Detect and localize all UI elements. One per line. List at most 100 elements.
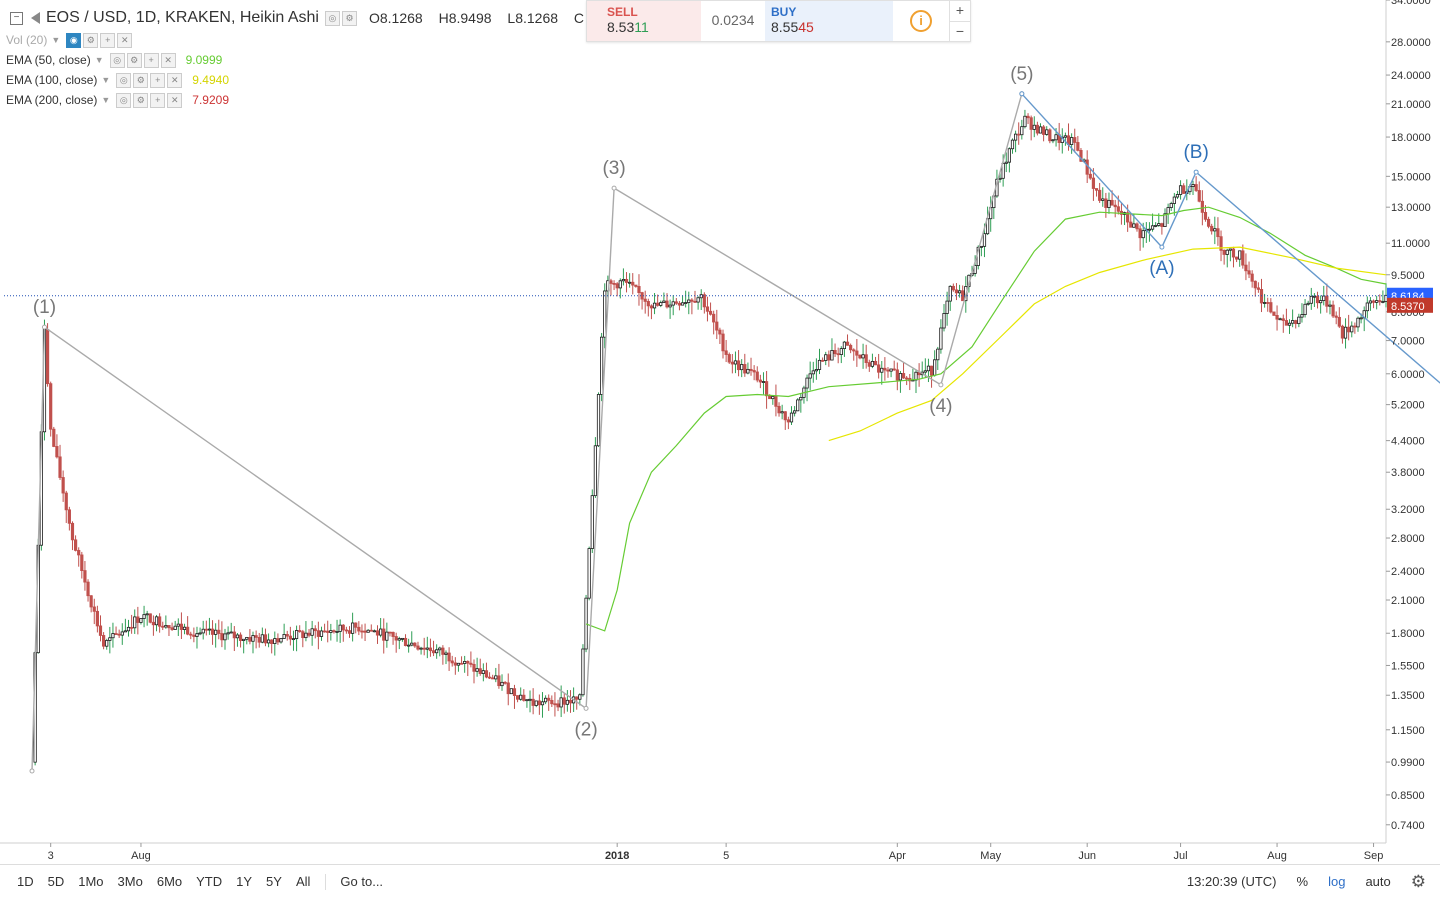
candle-up (814, 369, 818, 372)
indicator-row-volume[interactable]: Vol (20) ▼ ◉ ⚙ + ✕ (6, 30, 596, 50)
wave-point (1019, 91, 1025, 97)
wave-label: (A) (1149, 258, 1174, 279)
eye-icon[interactable]: ◎ (116, 72, 132, 88)
candle-up (242, 638, 246, 641)
chevron-down-icon[interactable]: ▼ (51, 35, 61, 45)
settings-icon[interactable]: ⚙ (341, 10, 357, 26)
gear-icon[interactable]: ⚙ (1410, 871, 1426, 891)
settings-icon[interactable]: ⚙ (133, 72, 149, 88)
chevron-down-icon[interactable]: ▼ (101, 75, 111, 85)
indicator-row-ema100[interactable]: EMA (100, close) ▼ ◎ ⚙ + ✕ 9.4940 (6, 70, 596, 90)
range-3mo[interactable]: 3Mo (117, 874, 143, 889)
candle-down (394, 636, 398, 641)
candle-up (397, 638, 401, 641)
range-ytd[interactable]: YTD (196, 874, 223, 889)
candle-up (1297, 316, 1301, 325)
candle-up (979, 245, 983, 248)
goto-button[interactable]: Go to... (340, 874, 384, 889)
flag-icon[interactable] (31, 12, 40, 24)
candle-down (450, 660, 454, 664)
candle-down (472, 663, 476, 672)
eye-icon[interactable]: ◎ (109, 52, 125, 68)
candle-up (139, 618, 143, 623)
ema200-tag-bg (1387, 297, 1433, 313)
candle-down (316, 630, 320, 637)
range-1d[interactable]: 1D (17, 874, 34, 889)
log-toggle[interactable]: log (1328, 874, 1346, 889)
range-6mo[interactable]: 6Mo (156, 874, 183, 889)
candle-up (796, 399, 800, 412)
eye-icon[interactable]: ◎ (116, 92, 132, 108)
indicator-row-ema50[interactable]: EMA (50, close) ▼ ◎ ⚙ + ✕ 9.0999 (6, 50, 596, 70)
candle-down (752, 370, 756, 373)
auto-toggle[interactable]: auto (1365, 874, 1391, 889)
candle-down (1203, 211, 1208, 220)
chevron-down-icon[interactable]: ▼ (94, 55, 104, 65)
candle-down (98, 625, 103, 636)
clock-time[interactable]: 13:20:39 (UTC) (1186, 874, 1277, 889)
price-chart[interactable]: (1)(2)(3)(4)(5)(A)(B)(C) 34.000028.00002… (0, 0, 1440, 864)
range-5y[interactable]: 5Y (266, 874, 282, 889)
candle-up (438, 647, 442, 651)
candle-down (929, 365, 934, 376)
y-tick-label: 21.0000 (1391, 99, 1431, 111)
buy-button[interactable]: BUY 8.5545 (765, 1, 893, 41)
candle-up (528, 698, 532, 701)
settings-icon[interactable]: ⚙ (126, 52, 142, 68)
candle-up (1163, 213, 1167, 227)
add-icon[interactable]: + (150, 92, 166, 108)
chevron-down-icon[interactable]: ▼ (101, 95, 111, 105)
close-icon[interactable]: ✕ (167, 72, 183, 88)
indicator-label: Vol (20) (6, 33, 48, 47)
candle-down (257, 636, 261, 643)
wave-point (41, 324, 47, 330)
candle-up (1384, 294, 1388, 302)
candle-down (515, 695, 520, 700)
candle-down (721, 333, 725, 352)
eye-icon[interactable]: ◉ (66, 32, 82, 48)
close-icon[interactable]: ✕ (160, 52, 176, 68)
indicator-row-ema200[interactable]: EMA (200, close) ▼ ◎ ⚙ + ✕ 7.9209 (6, 90, 596, 110)
indicator-controls: ◎ ⚙ + ✕ (116, 92, 183, 108)
candle-up (659, 302, 663, 306)
range-1mo[interactable]: 1Mo (78, 874, 104, 889)
collapse-icon[interactable]: − (10, 11, 23, 25)
add-icon[interactable]: + (100, 32, 116, 48)
candle-up (329, 630, 333, 633)
minus-icon[interactable]: − (950, 20, 970, 42)
candle-down (1325, 295, 1329, 307)
candle-down (1256, 287, 1260, 290)
candle-up (926, 365, 931, 372)
candle-down (248, 637, 252, 642)
add-icon[interactable]: + (143, 52, 159, 68)
candle-down (1035, 124, 1039, 134)
close-icon[interactable]: ✕ (167, 92, 183, 108)
range-all[interactable]: All (295, 874, 311, 889)
range-5d[interactable]: 5D (47, 874, 65, 889)
candle-down (1294, 320, 1298, 325)
candle-down (1247, 270, 1251, 275)
candle-down (254, 635, 258, 638)
wave-point (1159, 244, 1165, 250)
sell-button[interactable]: SELL 8.5311 (587, 1, 701, 41)
percent-toggle[interactable]: % (1296, 874, 1309, 889)
candle-down (1042, 126, 1046, 135)
candle-down (1079, 149, 1083, 162)
plus-icon[interactable]: + (955, 2, 965, 18)
candle-up (973, 265, 977, 274)
candle-down (774, 396, 778, 407)
symbol-title[interactable]: EOS / USD, 1D, KRAKEN, Heikin Ashi (46, 9, 319, 26)
candle-up (923, 370, 927, 373)
add-icon[interactable]: + (150, 72, 166, 88)
candle-up (880, 367, 884, 373)
close-icon[interactable]: ✕ (117, 32, 133, 48)
candle-down (1219, 236, 1223, 251)
settings-icon[interactable]: ⚙ (133, 92, 149, 108)
settings-icon[interactable]: ⚙ (83, 32, 99, 48)
candle-up (1303, 303, 1307, 315)
candle-up (410, 642, 414, 646)
y-tick-label: 28.0000 (1391, 37, 1431, 49)
range-1y[interactable]: 1Y (236, 874, 253, 889)
info-button[interactable]: i (893, 1, 949, 41)
eye-icon[interactable]: ◎ (324, 10, 340, 26)
